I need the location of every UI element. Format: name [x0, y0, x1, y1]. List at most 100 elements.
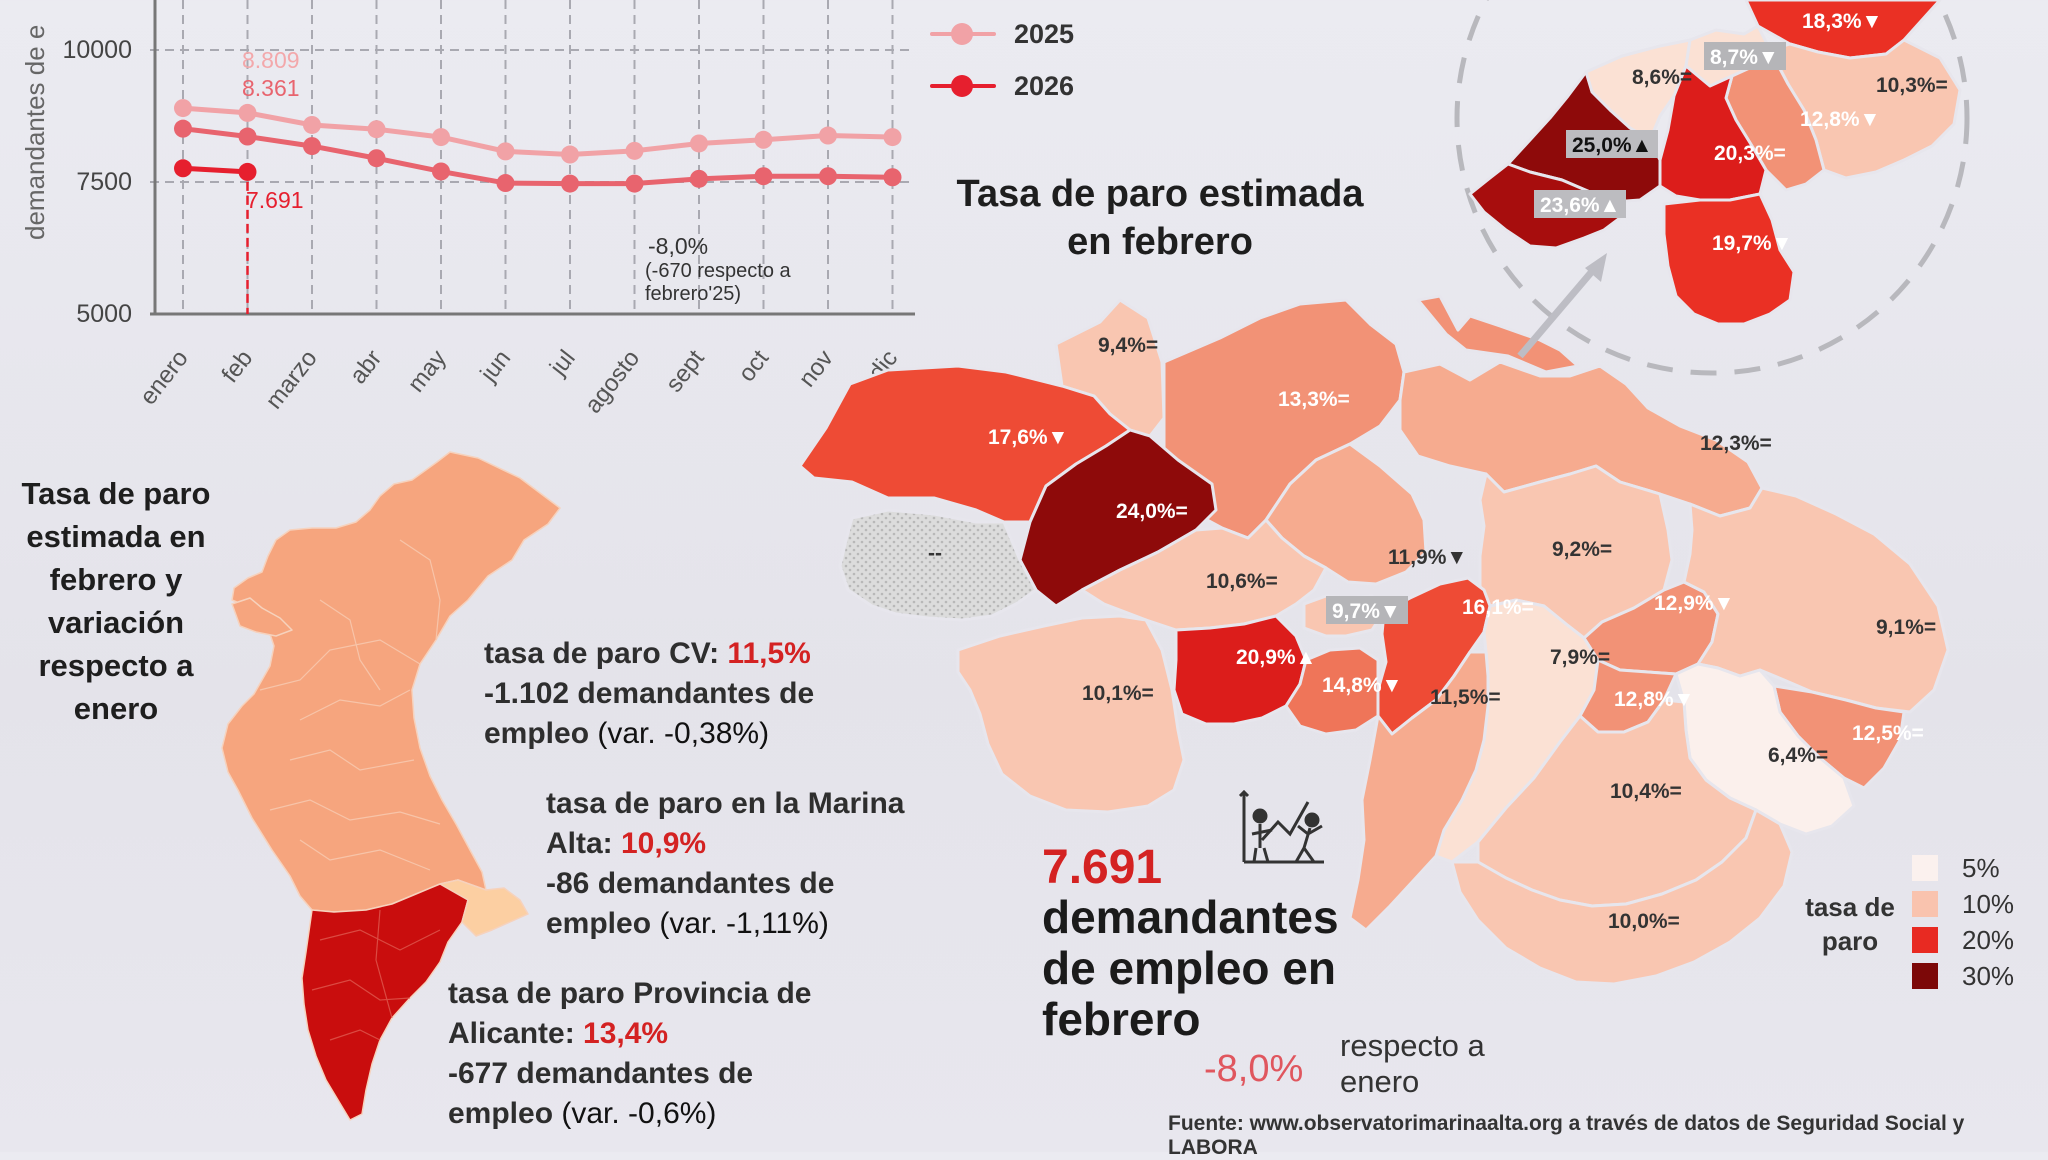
- map-label-i02: 8,6%=: [1632, 66, 1692, 89]
- cv-label: tasa de paro CV:: [484, 637, 728, 670]
- highlight-text-line: de empleo en: [1042, 942, 1336, 994]
- label-box: [1534, 190, 1626, 218]
- y-tick-label: 7500: [76, 168, 132, 196]
- label-box: [1704, 42, 1786, 70]
- alicante-info: tasa de paro Provincia de Alicante: 13,4…: [448, 974, 811, 1134]
- inset-circle: [1454, 0, 1970, 376]
- chart-annotation: febrero'25): [645, 283, 741, 305]
- map-label-i09: 19,7%▼: [1712, 232, 1792, 255]
- map-title: Tasa de paro estimada en febrero: [930, 170, 1390, 266]
- chart-annotation: (-670 respecto a: [645, 260, 792, 282]
- series-point-0: [367, 120, 386, 139]
- map-legend-swatch: [1912, 963, 1938, 989]
- map-region-r23: [1450, 808, 1794, 986]
- series-point-1: [238, 162, 257, 181]
- chart-annotation: -8,0%: [648, 233, 708, 259]
- left-title-line: febrero y: [49, 562, 183, 597]
- map-legend-swatch: [1912, 855, 1938, 881]
- map-legend-swatch: [1912, 927, 1938, 953]
- map-label-r19: 12,8%▼: [1614, 688, 1694, 711]
- series-point-0: [754, 130, 773, 149]
- label-box: [1326, 596, 1408, 624]
- marina-alta-info: tasa de paro en la Marina Alta: 10,9% -8…: [546, 784, 904, 944]
- series-point-2: [561, 174, 579, 193]
- source-note: Fuente: www.observatorimarinaalta.org a …: [1168, 1112, 1965, 1159]
- legend-swatch-2025: [930, 23, 996, 45]
- data-label-2025-feb: 8.809: [242, 47, 300, 73]
- map-label-i03: 8,7%▼: [1710, 46, 1779, 69]
- map-legend-title-line: paro: [1821, 926, 1879, 956]
- left-title-line: respecto a: [38, 648, 194, 683]
- data-label-mid-feb: 8.361: [242, 75, 300, 101]
- highlight-text-line: demandantes: [1042, 891, 1339, 943]
- map-label-r08: 10,6%=: [1206, 570, 1278, 593]
- map-label-r15: 7,9%=: [1550, 646, 1610, 669]
- map-legend-item: 5%: [1912, 850, 2014, 886]
- map-label-i01: 18,3%▼: [1802, 10, 1882, 33]
- map-legend-swatch: [1912, 891, 1938, 917]
- series-line-2: [182, 126, 893, 187]
- map-label-r11: 16,1%=: [1462, 596, 1534, 619]
- highlight-variation-text: respecto a enero: [1340, 1028, 1540, 1100]
- ma-rate: 10,9%: [621, 827, 707, 860]
- map-label-r07: 11,9%▼: [1388, 546, 1467, 569]
- map-legend-title: tasa de paro: [1790, 890, 1910, 958]
- map-label-r21: 6,4%=: [1768, 744, 1828, 767]
- map-label-r23: 10,0%=: [1608, 910, 1680, 933]
- map-title-line: Tasa de paro estimada: [956, 173, 1364, 215]
- map-label-r02: 13,3%=: [1278, 388, 1350, 411]
- map-region-i09: [1662, 192, 1796, 326]
- inset-arrow-head: [1585, 253, 1607, 282]
- legend-swatch-2026: [930, 75, 996, 97]
- legend-item-2025: 2025: [930, 8, 1074, 60]
- map-label-r14: 20,9%▲: [1236, 646, 1316, 669]
- map-label-r06: 12,3%=: [1700, 432, 1772, 455]
- map-label-r04: 24,0%=: [1116, 500, 1188, 523]
- series-point-2: [432, 162, 450, 181]
- series-point-2: [883, 168, 902, 187]
- ma-line1: tasa de paro en la Marina: [546, 787, 905, 820]
- data-label-2026-feb: 7.691: [246, 187, 304, 213]
- ma-label: Alta:: [546, 827, 621, 860]
- map-label-r10: 9,7%▼: [1332, 600, 1401, 623]
- map-valencia-castellon: [221, 451, 561, 913]
- ma-variation: (var. -1,11%): [659, 907, 829, 940]
- map-region-r17: [1284, 646, 1380, 736]
- variation-text-line: enero: [1340, 1064, 1420, 1099]
- map-legend: 5% 10% 20% 30%: [1912, 850, 2014, 994]
- pa-empleo: empleo: [448, 1097, 562, 1130]
- series-point-1: [174, 159, 192, 178]
- pa-variation: (var. -0,6%): [561, 1097, 717, 1130]
- series-point-0: [432, 128, 450, 147]
- cv-rate: 11,5%: [727, 637, 811, 670]
- ma-demandantes: -86 demandantes de: [546, 867, 835, 900]
- line-chart-legend: 2025 2026: [930, 8, 1074, 112]
- series-point-2: [496, 174, 515, 193]
- cv-info: tasa de paro CV: 11,5% -1.102 demandante…: [484, 634, 814, 754]
- cv-empleo: empleo: [484, 717, 598, 750]
- map-label-i04: 10,3%=: [1876, 74, 1948, 97]
- map-label-r17: 14,8%▼: [1322, 674, 1402, 697]
- ma-empleo: empleo: [546, 907, 660, 940]
- left-title: Tasa de paro estimada en febrero y varia…: [0, 472, 232, 730]
- legend-label-2026: 2026: [1014, 70, 1075, 101]
- series-point-0: [174, 99, 192, 118]
- highlight-variation: -8,0%: [1204, 1048, 1304, 1090]
- map-label-r18: 11,5%=: [1430, 686, 1501, 709]
- map-label-r12: 12,9%▼: [1654, 592, 1734, 615]
- map-label-r09: 9,2%=: [1552, 538, 1612, 561]
- pa-rate: 13,4%: [583, 1017, 669, 1050]
- map-label-r20: 12,5%=: [1852, 722, 1924, 745]
- series-point-0: [690, 134, 708, 153]
- y-axis-title: demandantes de e: [20, 25, 50, 240]
- series-line-1: [182, 165, 248, 175]
- map-label-i07: 20,3%=: [1714, 142, 1786, 165]
- series-point-0: [819, 126, 837, 145]
- label-box: [1566, 130, 1658, 158]
- y-tick-label: 5000: [76, 300, 132, 328]
- map-legend-title-line: tasa de: [1805, 892, 1895, 922]
- pa-line1: tasa de paro Provincia de: [448, 977, 812, 1010]
